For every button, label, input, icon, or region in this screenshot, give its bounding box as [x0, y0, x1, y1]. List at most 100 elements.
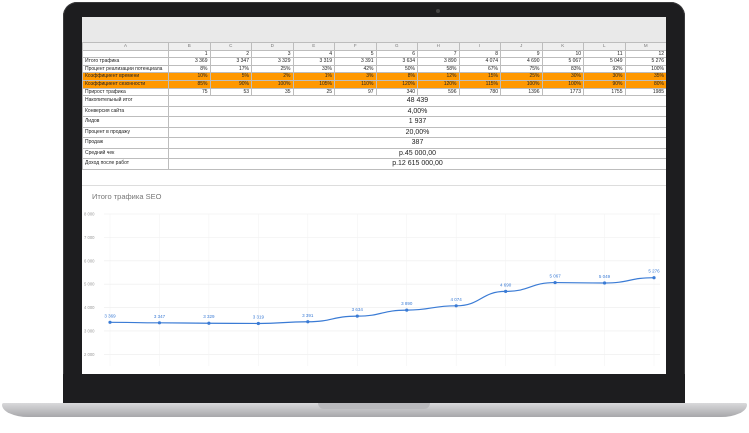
- column-header[interactable]: G: [375, 42, 418, 51]
- summary-label-cell[interactable]: Доход после работ: [82, 158, 169, 170]
- cell[interactable]: 15%: [458, 72, 501, 81]
- cell[interactable]: 105%: [292, 79, 335, 89]
- cell[interactable]: 1396: [500, 87, 543, 97]
- cell[interactable]: 2%: [251, 72, 294, 81]
- cell[interactable]: 25%: [500, 72, 543, 81]
- cell[interactable]: 780: [458, 87, 501, 97]
- row-label-cell[interactable]: Процент реализации потенциала: [82, 64, 169, 74]
- row-label-cell[interactable]: Коэффициент сезонности: [82, 79, 169, 89]
- cell[interactable]: 3: [251, 49, 294, 59]
- cell[interactable]: 90%: [583, 79, 626, 89]
- summary-label-cell[interactable]: Лидов: [82, 116, 169, 128]
- summary-label-cell[interactable]: Продаж: [82, 137, 169, 149]
- cell[interactable]: 1%: [292, 72, 335, 81]
- cell[interactable]: 5: [334, 49, 377, 59]
- cell[interactable]: 596: [417, 87, 460, 97]
- column-header[interactable]: A: [82, 42, 169, 51]
- cell[interactable]: 90%: [209, 79, 252, 89]
- cell[interactable]: 3 391: [334, 57, 377, 66]
- cell[interactable]: 3 347: [209, 57, 252, 66]
- cell[interactable]: 9: [500, 49, 543, 59]
- summary-value-cell[interactable]: 4,00%: [168, 105, 666, 118]
- cell[interactable]: 2: [209, 49, 252, 59]
- column-header[interactable]: F: [334, 42, 377, 51]
- cell[interactable]: 5 067: [541, 57, 584, 66]
- summary-value-cell[interactable]: р.45 000,00: [168, 147, 666, 160]
- cell[interactable]: 100%: [541, 79, 584, 89]
- cell[interactable]: 8%: [168, 64, 211, 74]
- column-header[interactable]: D: [251, 42, 294, 51]
- column-header[interactable]: I: [458, 42, 501, 51]
- cell[interactable]: 100%: [251, 79, 294, 89]
- cell[interactable]: 11: [583, 49, 626, 59]
- cell[interactable]: 58%: [417, 64, 460, 74]
- cell[interactable]: 1773: [541, 87, 584, 97]
- cell[interactable]: 110%: [334, 79, 377, 89]
- summary-value-cell[interactable]: 1 937: [168, 116, 666, 128]
- cell[interactable]: 4: [292, 49, 335, 59]
- summary-label-cell[interactable]: Процент в продажу: [82, 126, 169, 139]
- cell[interactable]: 30%: [541, 72, 584, 81]
- cell[interactable]: 10%: [168, 72, 211, 81]
- cell[interactable]: 1985: [624, 87, 666, 97]
- column-header[interactable]: M: [624, 42, 666, 51]
- cell[interactable]: 100%: [624, 64, 666, 74]
- cell[interactable]: 6: [375, 49, 418, 59]
- summary-value-cell[interactable]: 48 439: [168, 95, 666, 107]
- cell[interactable]: 7: [417, 49, 460, 59]
- cell[interactable]: 80%: [624, 79, 666, 89]
- column-header[interactable]: C: [209, 42, 252, 51]
- cell[interactable]: 67%: [458, 64, 501, 74]
- summary-label-cell[interactable]: Средний чек: [82, 147, 169, 160]
- cell[interactable]: 30%: [583, 72, 626, 81]
- cell[interactable]: 5 049: [583, 57, 626, 66]
- cell[interactable]: 3 329: [251, 57, 294, 66]
- cell[interactable]: 50%: [375, 64, 418, 74]
- cell[interactable]: 8%: [375, 72, 418, 81]
- cell[interactable]: 75: [168, 87, 211, 97]
- summary-value-cell[interactable]: 20,00%: [168, 126, 666, 139]
- cell[interactable]: 33%: [292, 64, 335, 74]
- summary-value-cell[interactable]: 387: [168, 137, 666, 149]
- row-label-cell[interactable]: Итого трафика: [82, 57, 169, 66]
- cell[interactable]: 85%: [168, 79, 211, 89]
- column-header[interactable]: L: [583, 42, 626, 51]
- summary-label-cell[interactable]: Накопительный итог: [82, 95, 169, 107]
- summary-value-cell[interactable]: р.12 615 000,00: [168, 158, 666, 170]
- cell[interactable]: 120%: [375, 79, 418, 89]
- cell[interactable]: 4 074: [458, 57, 501, 66]
- row-label-cell[interactable]: Прирост трафика: [82, 87, 169, 97]
- cell[interactable]: 3 319: [292, 57, 335, 66]
- cell[interactable]: 25: [292, 87, 335, 97]
- cell[interactable]: 12: [624, 49, 666, 59]
- cell[interactable]: 97: [334, 87, 377, 97]
- cell[interactable]: 4 690: [500, 57, 543, 66]
- cell[interactable]: 35: [251, 87, 294, 97]
- column-header[interactable]: H: [417, 42, 460, 51]
- cell[interactable]: 3 369: [168, 57, 211, 66]
- cell[interactable]: 17%: [209, 64, 252, 74]
- cell[interactable]: 3 890: [417, 57, 460, 66]
- column-header[interactable]: B: [168, 42, 211, 51]
- column-header[interactable]: K: [541, 42, 584, 51]
- cell[interactable]: 340: [375, 87, 418, 97]
- cell[interactable]: 5%: [209, 72, 252, 81]
- cell[interactable]: 1755: [583, 87, 626, 97]
- row-label-cell[interactable]: Коэффициент времени: [82, 72, 169, 81]
- cell[interactable]: 8: [458, 49, 501, 59]
- cell[interactable]: 53: [209, 87, 252, 97]
- cell[interactable]: [82, 49, 169, 59]
- cell[interactable]: 12%: [417, 72, 460, 81]
- cell[interactable]: 5 276: [624, 57, 666, 66]
- cell[interactable]: 115%: [458, 79, 501, 89]
- cell[interactable]: 1: [168, 49, 211, 59]
- cell[interactable]: 83%: [541, 64, 584, 74]
- cell[interactable]: 35%: [624, 72, 666, 81]
- cell[interactable]: 3 634: [375, 57, 418, 66]
- column-header[interactable]: J: [500, 42, 543, 51]
- summary-label-cell[interactable]: Конверсия сайта: [82, 105, 169, 118]
- cell[interactable]: 25%: [251, 64, 294, 74]
- cell[interactable]: 100%: [500, 79, 543, 89]
- cell[interactable]: 92%: [583, 64, 626, 74]
- column-header[interactable]: E: [292, 42, 335, 51]
